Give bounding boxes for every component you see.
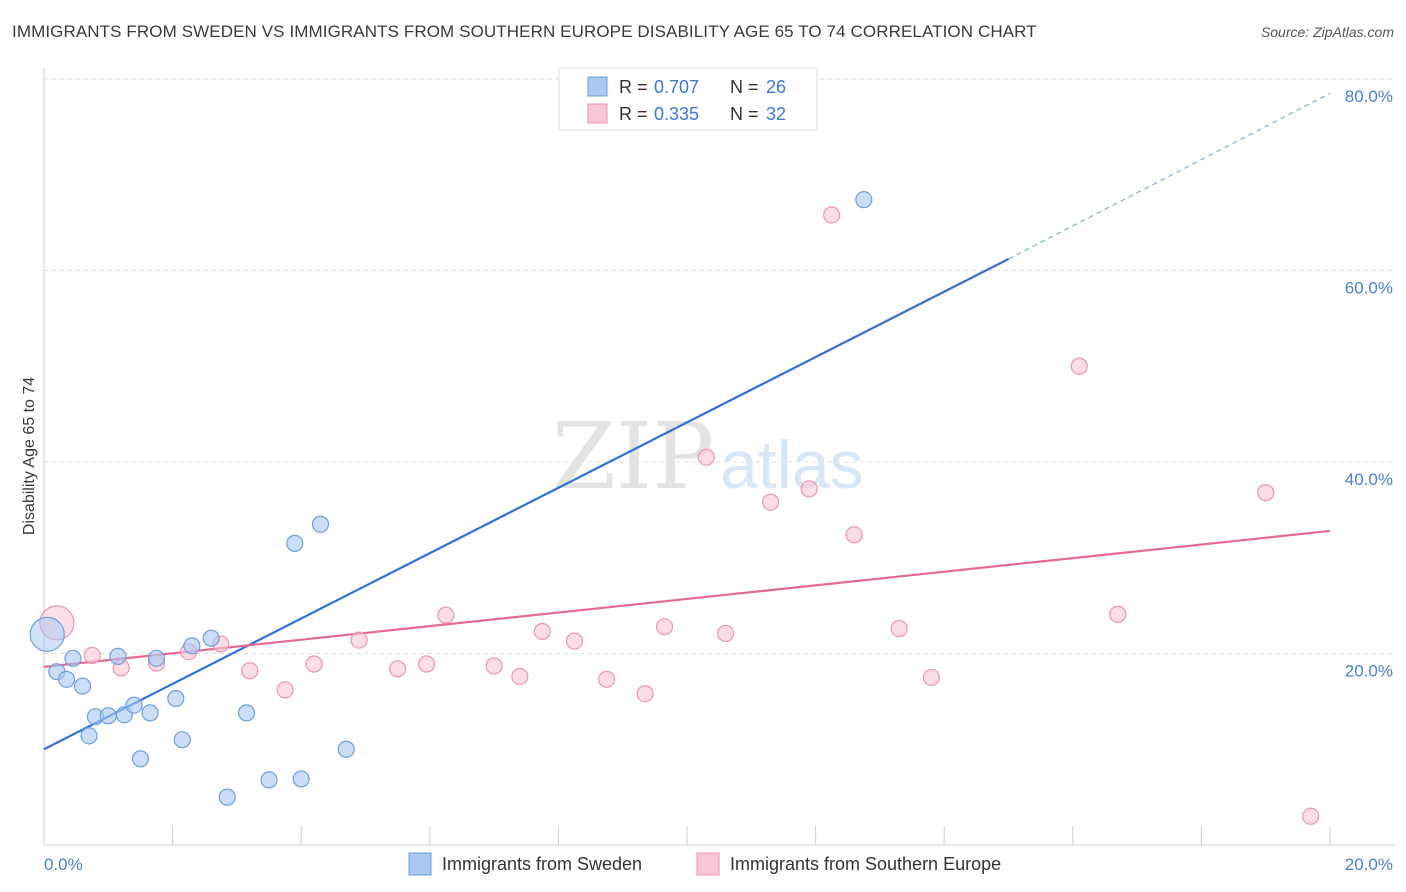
legend-swatch-sweden [587,76,608,97]
data-point-southern-europe [241,662,259,680]
data-point-southern-europe [565,632,584,650]
data-point-sweden [167,689,185,708]
data-point-southern-europe [305,655,323,673]
y-tick-labels: 20.0% 40.0% 60.0% 80.0% [1345,87,1393,681]
data-point-sweden [80,727,98,745]
legend-n-value-southern-europe: 32 [766,104,786,124]
data-point-southern-europe [845,526,863,544]
legend-n-label-southern-europe: N = [730,104,759,124]
data-point-sweden [73,677,92,695]
data-point-sweden [202,629,220,647]
data-points [29,191,1320,825]
data-point-southern-europe [1302,807,1320,825]
data-point-southern-europe [761,493,780,511]
data-point-southern-europe [1109,605,1127,623]
data-point-sweden [147,649,166,667]
trend-line-sweden-extension [1008,92,1331,260]
y-tick-label: 20.0% [1345,662,1393,681]
data-point-sweden [218,788,236,806]
data-point-sweden [311,515,330,533]
grid [44,78,1395,654]
legend-r-value-southern-europe: 0.335 [654,104,699,124]
legend: R = 0.707 N = 26 R = 0.335 N = 32 [558,67,818,131]
legend-r-value-sweden: 0.707 [654,77,699,97]
bottom-legend: Immigrants from Sweden Immigrants from S… [408,852,1001,876]
axes [43,68,1395,846]
data-point-southern-europe [823,206,841,224]
trend-lines [43,92,1331,751]
data-point-southern-europe [636,685,654,703]
data-point-southern-europe [350,631,368,649]
legend-n-value-sweden: 26 [766,77,786,97]
bottom-legend-swatch-sweden [408,852,432,876]
data-point-southern-europe [598,670,616,688]
data-point-southern-europe [655,618,674,636]
data-point-southern-europe [276,681,294,699]
data-point-southern-europe [890,620,908,638]
x-tick-label: 20.0% [1345,855,1393,874]
data-point-southern-europe [716,624,735,642]
data-point-southern-europe [417,655,436,673]
data-point-sweden [125,696,143,714]
watermark-zip: ZIP [552,403,714,510]
data-point-sweden [183,637,201,655]
data-point-sweden [292,770,310,788]
legend-r-label-sweden: R = [619,77,648,97]
chart-title: IMMIGRANTS FROM SWEDEN VS IMMIGRANTS FRO… [12,22,1037,41]
data-point-sweden [855,191,873,209]
data-point-southern-europe [511,667,529,686]
x-tick-labels: 0.0% 20.0% [44,855,1393,874]
data-point-sweden [64,649,82,667]
watermark: ZIP atlas [552,403,864,510]
bottom-legend-swatch-southern-europe [696,852,720,876]
trend-line-southern-europe [43,529,1331,668]
data-point-southern-europe [389,660,407,678]
y-tick-label: 80.0% [1345,87,1393,106]
x-tick-label: 0.0% [44,855,83,874]
data-point-sweden [29,616,65,652]
data-point-sweden [237,704,256,722]
data-point-southern-europe [697,448,715,466]
data-point-southern-europe [1257,484,1275,502]
data-point-sweden [286,534,304,552]
y-axis-title: Disability Age 65 to 74 [21,377,38,535]
source-label: Source: ZipAtlas.com [1260,24,1394,40]
data-point-sweden [109,647,127,665]
data-point-sweden [337,740,355,758]
y-tick-label: 60.0% [1345,279,1393,298]
data-point-sweden [131,750,150,768]
data-point-southern-europe [485,657,503,675]
watermark-atlas: atlas [720,427,864,503]
trend-line-sweden [43,258,1009,751]
data-point-southern-europe [83,646,101,665]
legend-r-label-southern-europe: R = [619,104,648,124]
data-point-southern-europe [922,668,940,687]
data-point-sweden [99,707,117,725]
data-point-southern-europe [437,606,455,624]
bottom-legend-label-southern-europe: Immigrants from Southern Europe [730,854,1001,874]
data-point-sweden [57,670,76,688]
data-point-southern-europe [1070,357,1088,375]
data-point-sweden [141,704,159,722]
data-point-southern-europe [533,622,551,641]
data-point-sweden [260,771,278,789]
legend-swatch-southern-europe [587,103,608,124]
y-tick-label: 40.0% [1345,470,1393,489]
bottom-legend-label-sweden: Immigrants from Sweden [442,854,642,874]
data-point-southern-europe [800,480,818,498]
legend-n-label-sweden: N = [730,77,759,97]
data-point-sweden [173,731,191,749]
